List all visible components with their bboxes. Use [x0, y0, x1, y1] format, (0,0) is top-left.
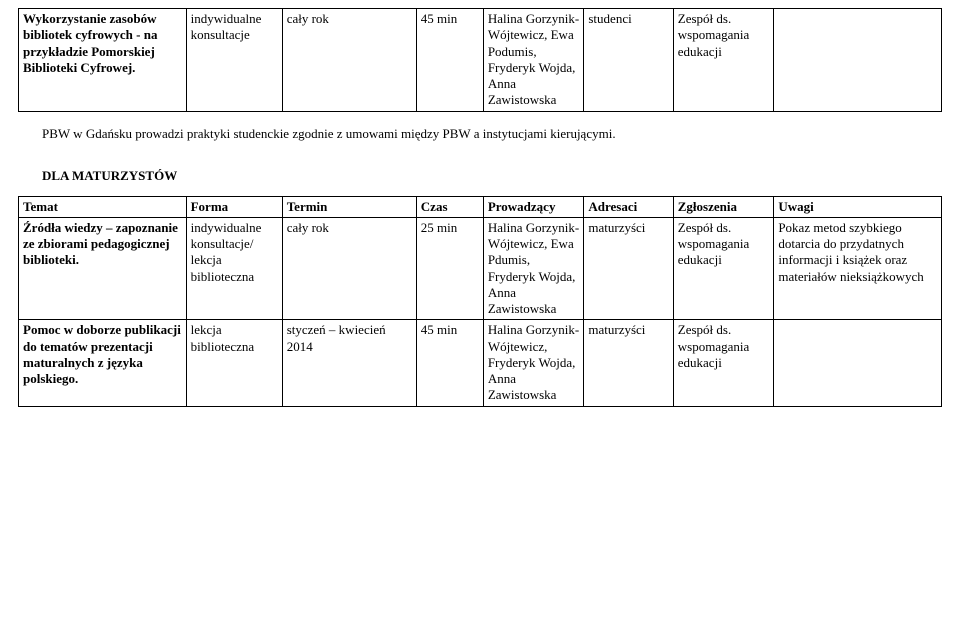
section-heading: DLA MATURZYSTÓW: [42, 168, 942, 184]
cell-czas: 25 min: [416, 217, 483, 320]
header-zgloszenia: Zgłoszenia: [673, 196, 774, 217]
header-adresaci: Adresaci: [584, 196, 673, 217]
table-header-row: Temat Forma Termin Czas Prowadzący Adres…: [19, 196, 942, 217]
cell-forma: lekcja biblioteczna: [186, 320, 282, 406]
cell-adresaci: studenci: [584, 9, 673, 112]
bottom-table: Temat Forma Termin Czas Prowadzący Adres…: [18, 196, 942, 407]
header-prowadzacy: Prowadzący: [483, 196, 584, 217]
cell-adresaci: maturzyści: [584, 217, 673, 320]
cell-temat: Pomoc w doborze publikacji do tematów pr…: [19, 320, 187, 406]
top-table: Wykorzystanie zasobów bibliotek cyfrowyc…: [18, 8, 942, 112]
cell-adresaci: maturzyści: [584, 320, 673, 406]
cell-termin: styczeń – kwiecień 2014: [282, 320, 416, 406]
header-forma: Forma: [186, 196, 282, 217]
table-row: Pomoc w doborze publikacji do tematów pr…: [19, 320, 942, 406]
page: Wykorzystanie zasobów bibliotek cyfrowyc…: [0, 0, 960, 632]
cell-uwagi: Pokaz metod szybkiego dotarcia do przyda…: [774, 217, 942, 320]
table-row: Źródła wiedzy – zapoznanie ze zbiorami p…: [19, 217, 942, 320]
cell-zgloszenia: Zespół ds. wspomagania edukacji: [673, 9, 774, 112]
cell-prowadzacy: Halina Gorzynik-Wójtewicz, Ewa Podumis, …: [483, 9, 584, 112]
cell-temat: Źródła wiedzy – zapoznanie ze zbiorami p…: [19, 217, 187, 320]
cell-zgloszenia: Zespół ds. wspomagania edukacji: [673, 217, 774, 320]
cell-termin: cały rok: [282, 217, 416, 320]
cell-uwagi: [774, 320, 942, 406]
cell-forma: indywidualne konsultacje/ lekcja bibliot…: [186, 217, 282, 320]
header-temat: Temat: [19, 196, 187, 217]
mid-paragraph: PBW w Gdańsku prowadzi praktyki studenck…: [42, 126, 942, 142]
cell-uwagi: [774, 9, 942, 112]
table-row: Wykorzystanie zasobów bibliotek cyfrowyc…: [19, 9, 942, 112]
cell-forma: indywidualne konsultacje: [186, 9, 282, 112]
cell-czas: 45 min: [416, 320, 483, 406]
cell-prowadzacy: Halina Gorzynik-Wójtewicz, Fryderyk Wojd…: [483, 320, 584, 406]
cell-prowadzacy: Halina Gorzynik-Wójtewicz, Ewa Pdumis, F…: [483, 217, 584, 320]
cell-zgloszenia: Zespół ds. wspomagania edukacji: [673, 320, 774, 406]
header-termin: Termin: [282, 196, 416, 217]
cell-czas: 45 min: [416, 9, 483, 112]
cell-temat: Wykorzystanie zasobów bibliotek cyfrowyc…: [19, 9, 187, 112]
header-czas: Czas: [416, 196, 483, 217]
cell-termin: cały rok: [282, 9, 416, 112]
header-uwagi: Uwagi: [774, 196, 942, 217]
